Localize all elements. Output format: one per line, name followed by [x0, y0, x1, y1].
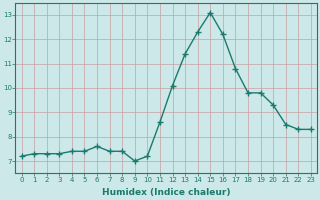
X-axis label: Humidex (Indice chaleur): Humidex (Indice chaleur) — [102, 188, 230, 197]
